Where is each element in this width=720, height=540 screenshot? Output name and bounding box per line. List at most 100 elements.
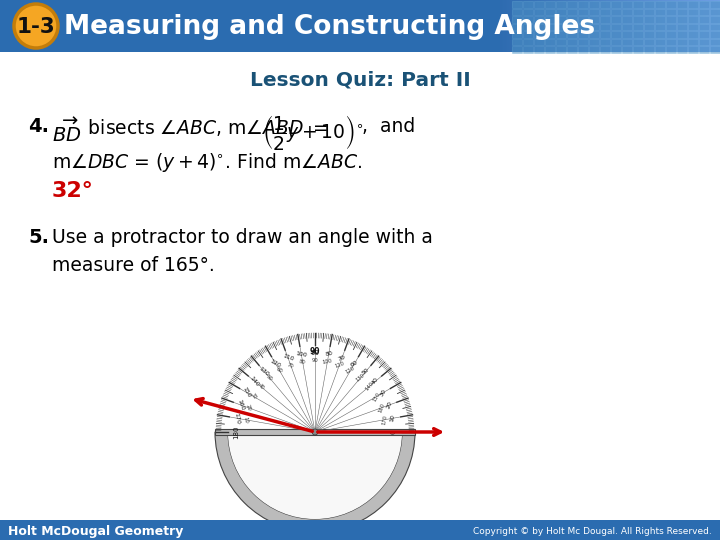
- Bar: [633, 31, 642, 37]
- Text: 160: 160: [377, 402, 386, 413]
- Bar: [561, 0, 562, 52]
- Bar: [691, 0, 692, 52]
- Bar: [578, 9, 588, 15]
- Bar: [688, 9, 698, 15]
- Text: 0: 0: [391, 430, 397, 434]
- Bar: [573, 0, 574, 52]
- Bar: [690, 0, 691, 52]
- Bar: [655, 46, 665, 52]
- Bar: [540, 0, 541, 52]
- Bar: [560, 0, 561, 52]
- Bar: [633, 16, 642, 23]
- Bar: [701, 0, 702, 52]
- Bar: [687, 0, 688, 52]
- Bar: [707, 0, 708, 52]
- Bar: [546, 0, 547, 52]
- Bar: [589, 0, 590, 52]
- Bar: [617, 0, 618, 52]
- Bar: [532, 0, 533, 52]
- Bar: [583, 0, 584, 52]
- Bar: [578, 31, 588, 37]
- Text: 90: 90: [312, 359, 318, 363]
- Bar: [627, 0, 628, 52]
- Bar: [589, 46, 598, 52]
- Text: Measuring and Constructing Angles: Measuring and Constructing Angles: [64, 14, 595, 40]
- Bar: [611, 9, 621, 15]
- Bar: [622, 1, 631, 8]
- Bar: [684, 0, 685, 52]
- Bar: [556, 31, 565, 37]
- Bar: [555, 0, 556, 52]
- Bar: [545, 1, 554, 8]
- Bar: [677, 31, 686, 37]
- Bar: [688, 0, 689, 52]
- Bar: [633, 24, 642, 30]
- Bar: [611, 0, 612, 52]
- Bar: [658, 0, 659, 52]
- Bar: [548, 0, 549, 52]
- Bar: [580, 0, 581, 52]
- Bar: [594, 0, 595, 52]
- Bar: [622, 46, 631, 52]
- Bar: [710, 31, 719, 37]
- Bar: [516, 0, 517, 52]
- Bar: [567, 16, 577, 23]
- Bar: [677, 24, 686, 30]
- Bar: [0, 520, 720, 540]
- Bar: [711, 0, 712, 52]
- Bar: [611, 24, 621, 30]
- Bar: [525, 0, 526, 52]
- Bar: [534, 31, 544, 37]
- Bar: [524, 0, 525, 52]
- Bar: [666, 9, 675, 15]
- Bar: [514, 0, 515, 52]
- Bar: [579, 0, 580, 52]
- Bar: [676, 0, 677, 52]
- Text: 60: 60: [350, 360, 359, 368]
- Bar: [534, 0, 535, 52]
- Bar: [556, 16, 565, 23]
- Bar: [523, 46, 533, 52]
- Bar: [655, 24, 665, 30]
- Bar: [681, 0, 682, 52]
- Bar: [602, 0, 603, 52]
- Bar: [710, 9, 719, 15]
- Bar: [695, 0, 696, 52]
- Bar: [665, 0, 666, 52]
- Bar: [541, 0, 542, 52]
- Bar: [595, 0, 596, 52]
- Bar: [537, 0, 538, 52]
- Bar: [688, 31, 698, 37]
- Bar: [571, 0, 572, 52]
- Bar: [644, 9, 654, 15]
- Bar: [567, 38, 577, 45]
- Bar: [644, 38, 654, 45]
- Bar: [655, 16, 665, 23]
- Bar: [600, 31, 610, 37]
- Bar: [522, 0, 523, 52]
- Bar: [688, 24, 698, 30]
- Bar: [677, 9, 686, 15]
- Bar: [535, 0, 536, 52]
- Bar: [538, 0, 539, 52]
- Bar: [556, 38, 565, 45]
- Bar: [677, 46, 686, 52]
- Bar: [523, 0, 524, 52]
- Bar: [567, 46, 577, 52]
- Bar: [545, 46, 554, 52]
- Bar: [622, 9, 631, 15]
- Bar: [616, 0, 617, 52]
- Text: 110: 110: [282, 353, 294, 362]
- Bar: [686, 0, 687, 52]
- Bar: [657, 0, 658, 52]
- Bar: [633, 38, 642, 45]
- Ellipse shape: [312, 429, 318, 435]
- Bar: [564, 0, 565, 52]
- Bar: [659, 0, 660, 52]
- Bar: [577, 0, 578, 52]
- Bar: [589, 9, 598, 15]
- Bar: [534, 16, 544, 23]
- Bar: [534, 46, 544, 52]
- Bar: [549, 0, 550, 52]
- Text: 90: 90: [310, 350, 320, 356]
